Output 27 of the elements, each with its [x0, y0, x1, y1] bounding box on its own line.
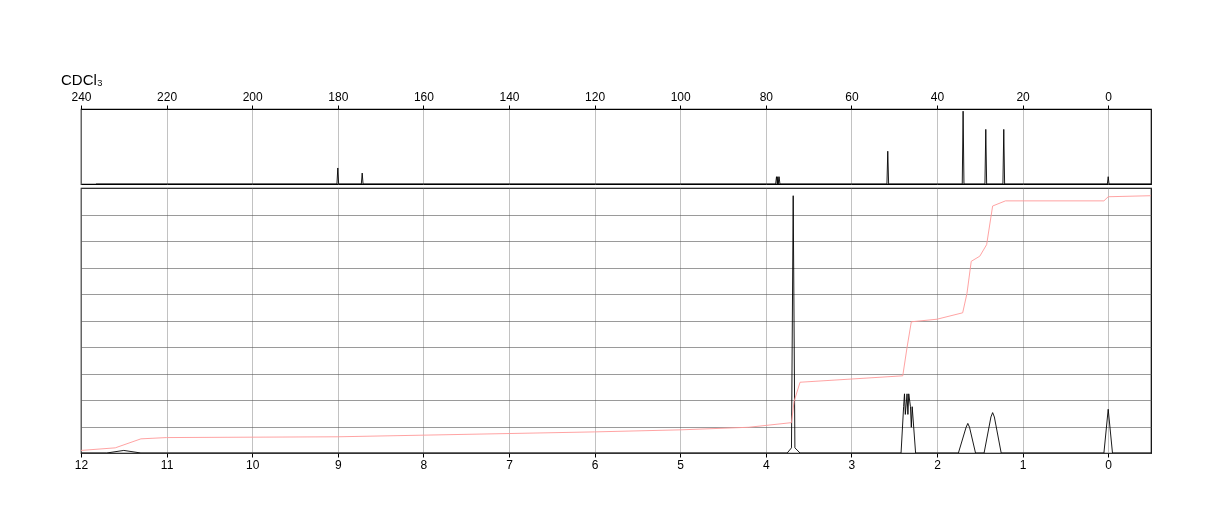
x-tick-label: 100 [670, 89, 692, 104]
x-tick-label: 10 [246, 457, 260, 472]
x-tick-label: 1 [1019, 457, 1027, 472]
x-tick-label: 0 [1105, 457, 1113, 472]
x-tick-label: 180 [328, 89, 349, 104]
x-tick-label: 80 [759, 89, 774, 104]
x-tick-label: 11 [160, 457, 174, 472]
x-tick-label: 60 [845, 89, 859, 104]
x-tick-label: 120 [585, 89, 606, 104]
x-tick-label: 2 [934, 457, 942, 472]
x-tick-label: 12 [74, 457, 89, 472]
x-tick-label: 4 [762, 457, 770, 472]
x-tick-label: 8 [420, 457, 428, 472]
x-tick-label: 220 [157, 89, 178, 104]
x-tick-label: 0 [1105, 89, 1113, 104]
text: CDCl₃ [60, 71, 103, 88]
x-tick-label: 240 [71, 89, 92, 104]
x-tick-label: 40 [930, 89, 945, 104]
x-tick-label: 3 [848, 457, 856, 472]
x-tick-label: 160 [413, 89, 435, 104]
x-tick-label: 200 [242, 89, 264, 104]
x-tick-label: 9 [334, 457, 342, 472]
x-tick-label: 20 [1016, 89, 1031, 104]
x-tick-label: 140 [499, 89, 520, 104]
x-tick-label: 5 [677, 457, 685, 472]
x-tick-label: 7 [506, 457, 514, 472]
x-tick-label: 6 [591, 457, 599, 472]
